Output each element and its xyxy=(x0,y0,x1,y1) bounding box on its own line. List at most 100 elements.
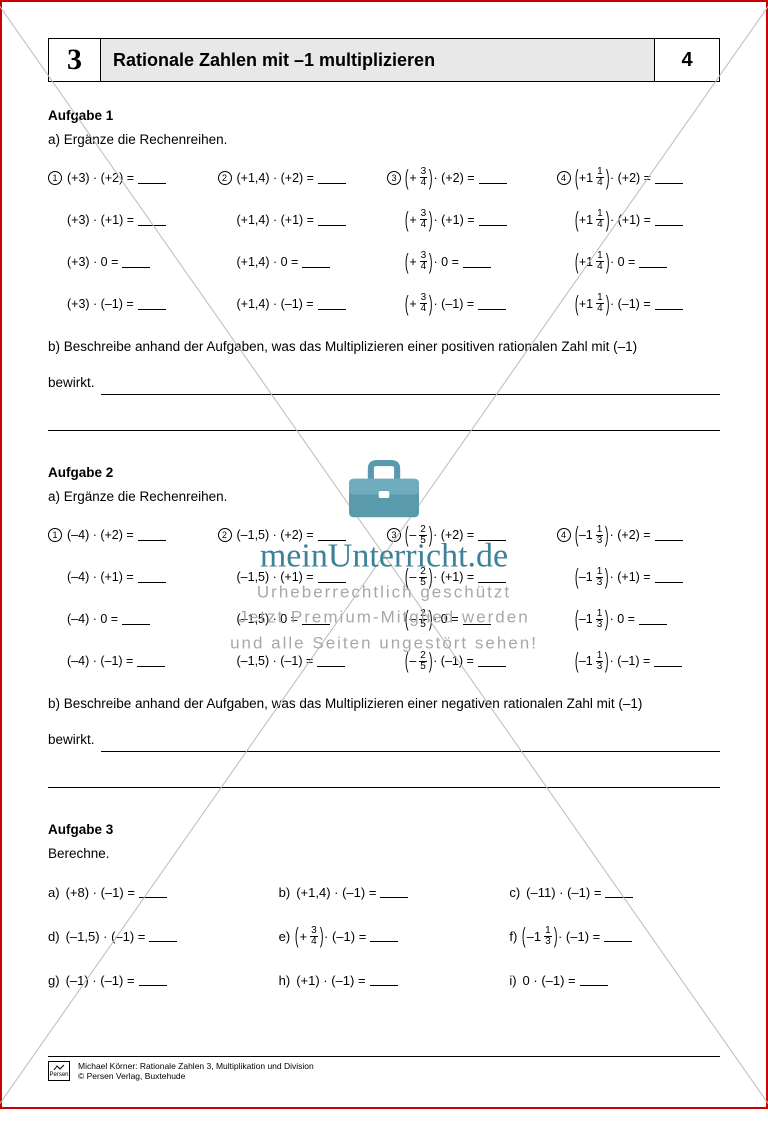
answer-blank[interactable] xyxy=(138,172,166,184)
expression: · (+1) = xyxy=(433,570,474,584)
answer-blank[interactable] xyxy=(655,214,683,226)
answer-blank[interactable] xyxy=(317,655,345,667)
answer-blank[interactable] xyxy=(370,930,398,942)
answer-blank[interactable] xyxy=(318,214,346,226)
answer-blank[interactable] xyxy=(101,736,720,752)
exercise-row: 1(+3) · (+2) = xyxy=(48,166,212,190)
item-number-icon: 1 xyxy=(48,528,62,542)
expression: · (–1) = xyxy=(433,654,474,668)
exercise-row: 4(–113) · (+2) = xyxy=(557,523,721,547)
exercise-row: (–113) · (–1) = xyxy=(557,649,721,673)
answer-blank[interactable] xyxy=(139,974,167,986)
answer-blank[interactable] xyxy=(138,214,166,226)
aufgabe-1-b-text1: b) Beschreibe anhand der Aufgaben, was d… xyxy=(48,334,637,360)
answer-line[interactable] xyxy=(48,417,720,431)
exercise-row: (+1,4) · (+1) = xyxy=(218,208,382,232)
answer-blank[interactable] xyxy=(655,298,683,310)
answer-blank[interactable] xyxy=(478,298,506,310)
answer-blank[interactable] xyxy=(302,256,330,268)
footer-line1: Michael Körner: Rationale Zahlen 3, Mult… xyxy=(78,1061,314,1071)
answer-blank[interactable] xyxy=(302,613,330,625)
header: 3 Rationale Zahlen mit –1 multiplizieren… xyxy=(48,38,720,82)
answer-blank[interactable] xyxy=(138,298,166,310)
answer-blank[interactable] xyxy=(639,613,667,625)
answer-blank[interactable] xyxy=(478,655,506,667)
answer-blank[interactable] xyxy=(139,886,167,898)
exercise-row: (–113) · (+1) = xyxy=(557,565,721,589)
expression: · (+2) = xyxy=(433,528,474,542)
answer-blank[interactable] xyxy=(318,571,346,583)
answer-blank[interactable] xyxy=(478,571,506,583)
expression: (+1,4) · (–1) = xyxy=(296,885,376,900)
answer-blank[interactable] xyxy=(122,256,150,268)
expression: · (+2) = xyxy=(434,171,475,185)
answer-blank[interactable] xyxy=(463,613,491,625)
item-letter: c) xyxy=(509,885,520,900)
expression: · 0 = xyxy=(610,612,635,626)
answer-blank[interactable] xyxy=(318,298,346,310)
answer-blank[interactable] xyxy=(463,256,491,268)
aufgabe-3: Aufgabe 3 Berechne. a)(+8) · (–1) =b)(+1… xyxy=(48,822,720,992)
answer-blank[interactable] xyxy=(479,214,507,226)
answer-blank[interactable] xyxy=(639,256,667,268)
answer-blank[interactable] xyxy=(370,974,398,986)
exercise-row: (–25) · (–1) = xyxy=(387,649,551,673)
publisher-logo: Persen xyxy=(48,1061,70,1081)
answer-line[interactable] xyxy=(48,774,720,788)
exercise-row: 3(–25) · (+2) = xyxy=(387,523,551,547)
expression: (–11) · (–1) = xyxy=(526,885,601,900)
answer-blank[interactable] xyxy=(655,571,683,583)
expression: · (–1) = xyxy=(434,297,475,311)
aufgabe-2-b-line2: bewirkt. xyxy=(48,727,720,753)
exercise-row: 1 (–4) · (+2) = xyxy=(48,523,212,547)
answer-blank[interactable] xyxy=(580,974,608,986)
exercise-row: (+3) · (–1) = xyxy=(48,292,212,316)
footer: Persen Michael Körner: Rationale Zahlen … xyxy=(48,1056,720,1081)
expression: · (+2) = xyxy=(610,171,651,185)
answer-blank[interactable] xyxy=(137,655,165,667)
expression: (–1,5) · (+1) = xyxy=(237,570,314,584)
answer-blank[interactable] xyxy=(479,172,507,184)
exercise-row: (–4) · (–1) = xyxy=(48,649,212,673)
exercise-row: (–25) · 0 = xyxy=(387,607,551,631)
exercise-row: (+3) · 0 = xyxy=(48,250,212,274)
exercise-row: c) (–11) · (–1) = xyxy=(509,880,720,904)
expression: (+1) · (–1) = xyxy=(296,973,365,988)
answer-blank[interactable] xyxy=(604,930,632,942)
answer-blank[interactable] xyxy=(318,172,346,184)
expression: (–4) · (+2) = xyxy=(67,528,134,542)
exercise-row: (+34) · 0 = xyxy=(387,250,551,274)
exercise-row: d)(–1,5) · (–1) = xyxy=(48,924,259,948)
answer-blank[interactable] xyxy=(101,379,720,395)
item-letter: g) xyxy=(48,973,60,988)
aufgabe-3-title: Aufgabe 3 xyxy=(48,822,720,837)
answer-blank[interactable] xyxy=(655,172,683,184)
exercise-row: 2(+1,4) · (+2) = xyxy=(218,166,382,190)
item-letter: h) xyxy=(279,973,291,988)
answer-blank[interactable] xyxy=(655,529,683,541)
answer-blank[interactable] xyxy=(149,930,177,942)
answer-blank[interactable] xyxy=(138,571,166,583)
exercise-row: (–1,5) · 0 = xyxy=(218,607,382,631)
item-number-icon: 4 xyxy=(557,171,571,185)
answer-blank[interactable] xyxy=(380,886,408,898)
answer-blank[interactable] xyxy=(318,529,346,541)
answer-blank[interactable] xyxy=(122,613,150,625)
footer-text: Michael Körner: Rationale Zahlen 3, Mult… xyxy=(78,1061,314,1081)
exercise-row: (+1,4) · 0 = xyxy=(218,250,382,274)
aufgabe-1-sub-a: a) Ergänze die Rechenreihen. xyxy=(48,129,720,152)
answer-blank[interactable] xyxy=(478,529,506,541)
expression: (+3) · 0 = xyxy=(67,255,118,269)
aufgabe-1-grid: 1(+3) · (+2) =(+3) · (+1) =(+3) · 0 =(+3… xyxy=(48,166,720,316)
answer-blank[interactable] xyxy=(138,529,166,541)
answer-blank[interactable] xyxy=(605,886,633,898)
aufgabe-2-grid: 1(–4) · (+2) =(–4) · (+1) =(–4) · 0 =(–4… xyxy=(48,523,720,673)
footer-line2: © Persen Verlag, Buxtehude xyxy=(78,1071,314,1081)
exercise-row: (–4) · (+1) = xyxy=(48,565,212,589)
item-letter: d) xyxy=(48,929,60,944)
expression: · (+2) = xyxy=(610,528,651,542)
exercise-row: 3(+34) · (+2) = xyxy=(387,166,551,190)
aufgabe-3-grid: a)(+8) · (–1) =b)(+1,4) · (–1) =c)(–11) … xyxy=(48,880,720,992)
answer-blank[interactable] xyxy=(654,655,682,667)
exercise-row: g)(–1) · (–1) = xyxy=(48,968,259,992)
